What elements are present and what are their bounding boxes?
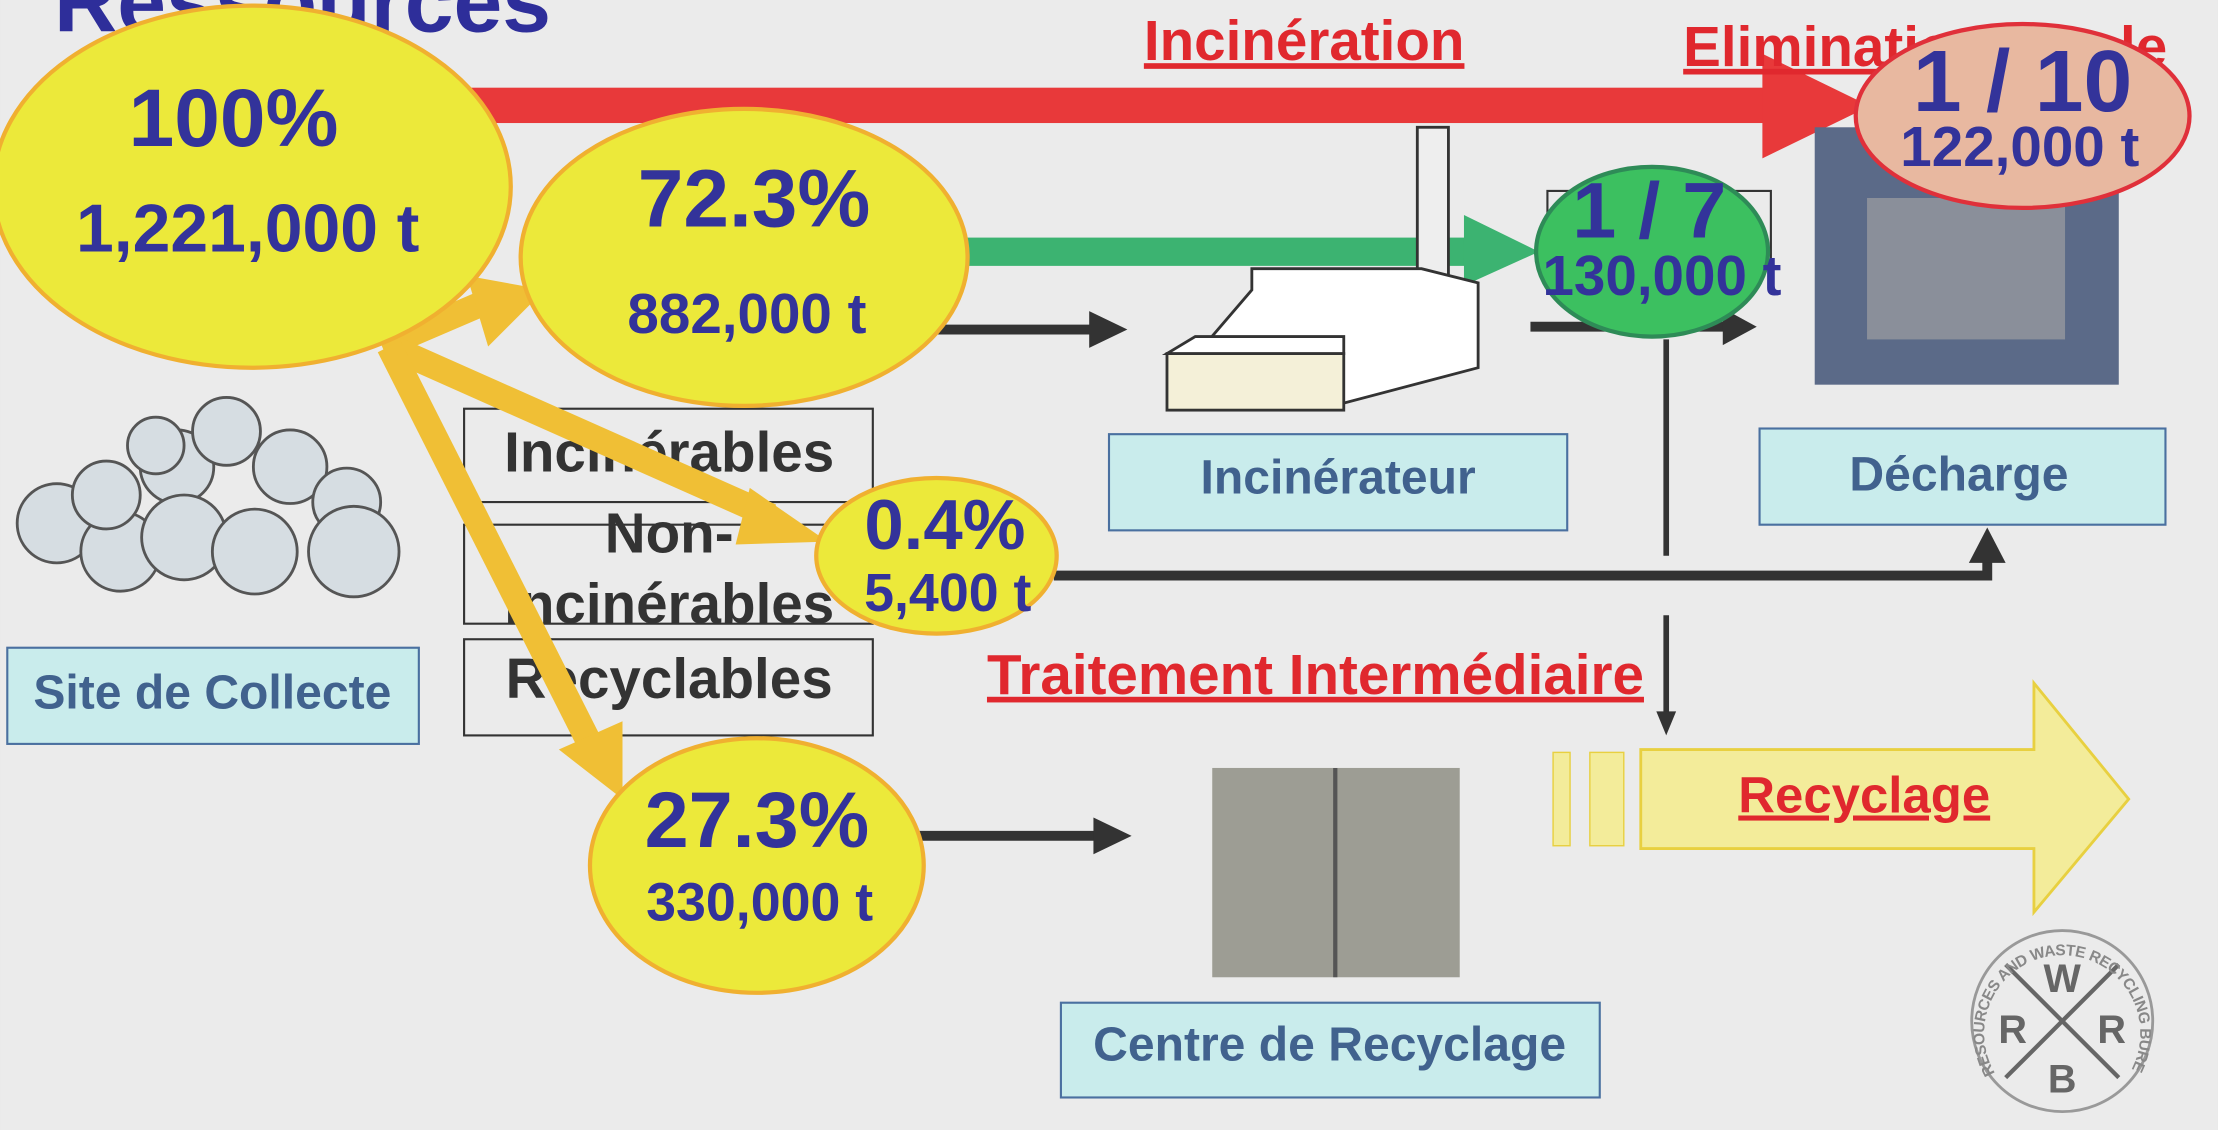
tonnage: 882,000 t xyxy=(627,282,866,345)
landfill-photo-detail xyxy=(1867,198,2065,339)
tonnage: 130,000 t xyxy=(1542,244,1781,307)
tonnage: 330,000 t xyxy=(646,873,873,933)
facility-label: Décharge xyxy=(1849,448,2068,502)
percent: 72.3% xyxy=(638,154,871,245)
logo-letter: B xyxy=(2048,1057,2077,1101)
ratio: 1 / 7 xyxy=(1572,165,1726,254)
percent: 100% xyxy=(129,73,339,164)
category-label: incinérables xyxy=(504,572,834,635)
facility-label: Site de Collecte xyxy=(33,666,391,720)
percent: 0.4% xyxy=(864,485,1025,564)
red-arrow xyxy=(424,88,1768,123)
section-label: Traitement Intermédiaire xyxy=(987,643,1644,706)
logo-letter: R xyxy=(2097,1008,2126,1052)
page: Ressources Incinérables Non- incinérable… xyxy=(0,0,2218,1130)
percent: 27.3% xyxy=(645,775,870,864)
recycle-stripe xyxy=(1553,752,1570,845)
tonnage: 122,000 t xyxy=(1900,115,2139,178)
recycle-stripe xyxy=(1590,752,1624,845)
category-label: Non- xyxy=(605,501,734,564)
tonnage: 1,221,000 t xyxy=(76,191,419,266)
section-label: Incinération xyxy=(1144,9,1465,72)
total-ellipse xyxy=(0,6,511,368)
logo-letter: R xyxy=(1998,1008,2027,1052)
recycle-label: Recyclage xyxy=(1738,767,1990,824)
facility-label: Centre de Recyclage xyxy=(1093,1018,1566,1072)
facility-label: Incinérateur xyxy=(1201,451,1476,505)
tonnage: 5,400 t xyxy=(864,563,1031,623)
diagram: Ressources Incinérables Non- incinérable… xyxy=(0,0,2218,1130)
logo-letter: W xyxy=(2044,957,2082,1001)
green-arrow xyxy=(962,238,1468,266)
